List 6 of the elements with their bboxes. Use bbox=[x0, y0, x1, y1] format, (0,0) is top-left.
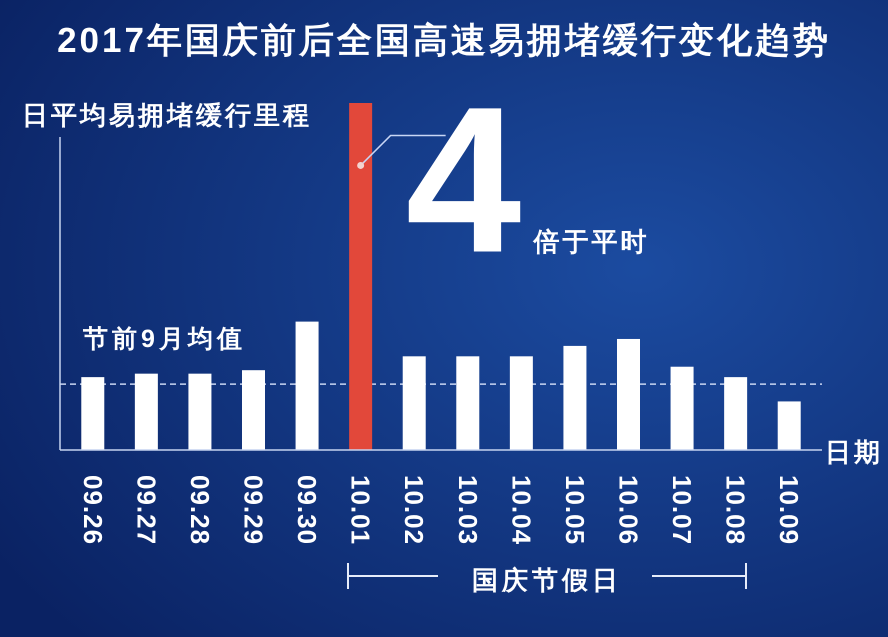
title: 2017年国庆前后全国高速易拥堵缓行变化趋势 bbox=[57, 21, 831, 60]
annotation: 国庆节假日 bbox=[472, 565, 622, 595]
annotation: 4 bbox=[406, 64, 522, 296]
xlabel: 日期 bbox=[825, 437, 883, 467]
ylabel: 日平均易拥堵缓行里程 bbox=[22, 100, 312, 130]
annotation: 倍于平时 bbox=[533, 226, 650, 256]
